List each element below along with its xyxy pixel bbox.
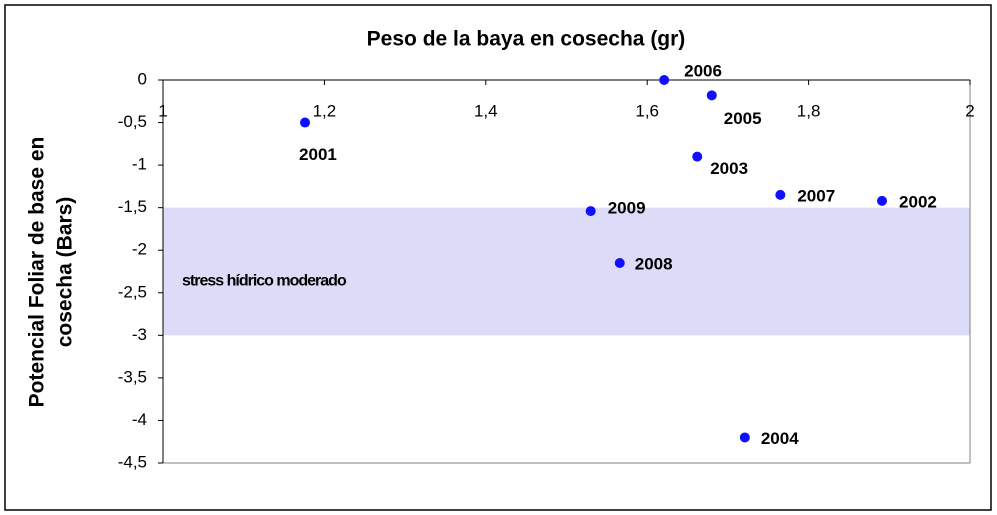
point: [706, 90, 717, 101]
point-label: 2005: [724, 109, 762, 128]
y-tick-label: -2: [132, 240, 147, 259]
point: [659, 75, 670, 85]
chart-title: Peso de la baya en cosecha (gr): [367, 28, 686, 51]
point-label: 2002: [899, 192, 937, 211]
point-label: 2009: [608, 199, 646, 218]
y-tick-label: -4: [132, 410, 147, 429]
x-tick-label: 1,8: [797, 101, 821, 120]
point: [739, 432, 750, 443]
point-label: 2001: [299, 145, 337, 164]
y-tick-label: -0,5: [118, 112, 147, 131]
x-tick-label: 1,6: [635, 101, 659, 120]
x-tick-label: 1,4: [474, 101, 498, 120]
y-axis-title: Potencial Foliar de base en: [26, 137, 49, 408]
y-tick-label: -2,5: [118, 282, 147, 301]
range-label: stress hídrico moderado: [182, 273, 347, 290]
point: [300, 117, 311, 128]
x-tick-label: 1: [158, 101, 167, 120]
y-tick-label: -4,5: [118, 452, 147, 471]
y-tick-label: -1: [132, 155, 147, 174]
y-tick-label: -3: [132, 325, 147, 344]
point: [775, 189, 786, 200]
point-label: 2004: [761, 429, 799, 448]
point-label: 2006: [684, 61, 722, 80]
point: [692, 151, 703, 162]
point-label: 2003: [710, 159, 748, 178]
y-axis-title: cosecha (Bars): [54, 197, 77, 348]
point: [585, 206, 596, 217]
shaded-range: [163, 207, 970, 336]
x-tick-label: 1,2: [313, 101, 337, 120]
y-tick-label: 0: [138, 69, 147, 88]
y-tick-label: -1,5: [118, 197, 147, 216]
point: [614, 257, 625, 268]
point: [877, 195, 888, 206]
x-tick-label: 2: [965, 101, 974, 120]
point-label: 2007: [797, 186, 835, 205]
point-label: 2008: [635, 254, 673, 273]
y-tick-label: -3,5: [118, 367, 147, 386]
